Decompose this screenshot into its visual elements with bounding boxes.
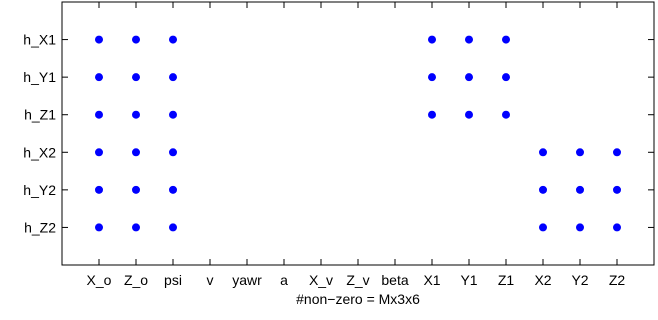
data-point — [169, 73, 177, 82]
plot-area — [61, 1, 655, 266]
x-tick-label: X_o — [87, 272, 112, 288]
x-tick-label: Z1 — [498, 272, 515, 288]
data-point — [502, 35, 510, 44]
y-tick-label: h_Y1 — [23, 69, 56, 85]
data-point — [428, 73, 436, 82]
data-point — [95, 35, 103, 44]
x-tick-label: Z_o — [124, 272, 148, 288]
data-point — [465, 35, 473, 44]
data-point — [132, 73, 140, 82]
y-axis: h_X1 h_Y1 h_Z1 h_X2 h_Y2 h_Z2 — [23, 32, 654, 235]
data-point — [95, 185, 103, 194]
x-axis: X_o Z_o psi v yawr a X_v Z_v beta X1 Y1 Z1 X2 Y2 Z2 — [87, 2, 626, 288]
data-point — [132, 185, 140, 194]
data-point — [169, 35, 177, 44]
data-point — [132, 223, 140, 232]
x-tick-label: yawr — [232, 272, 262, 288]
x-tick-label: v — [207, 272, 214, 288]
x-tick-label: Y1 — [460, 272, 477, 288]
data-point — [613, 185, 621, 194]
x-tick-label: Z_v — [346, 272, 369, 288]
data-point — [132, 110, 140, 119]
x-tick-label: psi — [164, 272, 182, 288]
data-points — [95, 35, 621, 232]
data-point — [576, 148, 584, 157]
data-point — [95, 73, 103, 82]
data-point — [95, 148, 103, 157]
x-tick-label: X2 — [534, 272, 551, 288]
data-point — [502, 73, 510, 82]
data-point — [465, 110, 473, 119]
data-point — [539, 148, 547, 157]
data-point — [613, 148, 621, 157]
data-point — [576, 185, 584, 194]
data-point — [576, 223, 584, 232]
y-tick-label: h_Z2 — [24, 219, 56, 235]
data-point — [95, 110, 103, 119]
data-point — [465, 73, 473, 82]
x-tick-label: X_v — [309, 272, 333, 288]
data-point — [169, 148, 177, 157]
x-tick-label: X1 — [423, 272, 440, 288]
data-point — [132, 35, 140, 44]
data-point — [169, 185, 177, 194]
x-tick-label: beta — [381, 272, 408, 288]
y-tick-label: h_Z1 — [24, 107, 56, 123]
data-point — [613, 223, 621, 232]
data-point — [95, 223, 103, 232]
data-point — [169, 110, 177, 119]
x-tick-label: Y2 — [571, 272, 588, 288]
data-point — [132, 148, 140, 157]
data-point — [539, 185, 547, 194]
y-tick-label: h_X2 — [23, 144, 56, 160]
data-point — [428, 110, 436, 119]
data-point — [428, 35, 436, 44]
x-axis-title: #non−zero = Mx3x6 — [296, 291, 420, 307]
y-tick-label: h_Y2 — [23, 182, 56, 198]
data-point — [502, 110, 510, 119]
x-tick-label: a — [280, 272, 288, 288]
y-tick-label: h_X1 — [23, 32, 56, 48]
x-tick-label: Z2 — [609, 272, 626, 288]
data-point — [169, 223, 177, 232]
data-point — [539, 223, 547, 232]
